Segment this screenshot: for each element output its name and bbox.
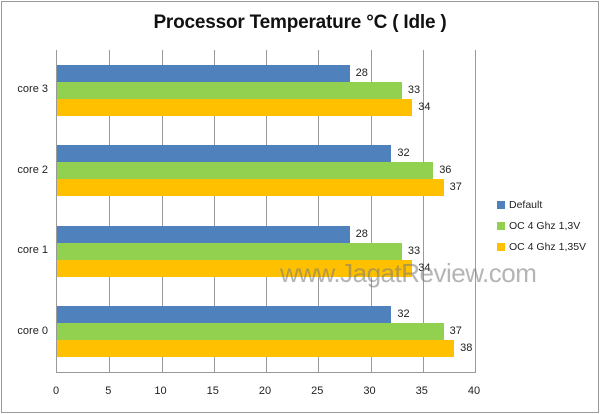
x-tick-label: 30: [363, 385, 376, 397]
bar: [57, 340, 455, 358]
gridline: [161, 50, 163, 372]
gridline: [370, 50, 372, 372]
x-tick-label: 35: [415, 385, 428, 397]
legend-label: Default: [509, 198, 543, 211]
bar: [57, 323, 444, 341]
x-tick-label: 40: [467, 385, 481, 397]
legend-label: OC 4 Ghz 1,35V: [509, 240, 587, 253]
x-tick-label: 10: [154, 385, 167, 397]
bar: [57, 259, 413, 277]
data-label: 37: [449, 325, 462, 338]
legend-swatch-icon: [497, 221, 505, 230]
bar: [57, 64, 350, 82]
data-label: 32: [397, 147, 410, 160]
data-label: 33: [407, 83, 421, 96]
bar: [57, 306, 392, 324]
bar: [57, 98, 413, 116]
chart-title: Processor Temperature °C ( Idle ): [153, 12, 447, 33]
legend-item: Default: [497, 194, 586, 215]
gridline: [422, 50, 424, 372]
x-tick-label: 5: [105, 385, 112, 397]
category-label: core 0: [17, 324, 48, 337]
legend-swatch-icon: [497, 242, 505, 251]
legend-label: OC 4 Ghz 1,3V: [509, 219, 581, 232]
gridline: [266, 50, 267, 372]
data-label: 38: [460, 342, 473, 355]
data-label: 33: [407, 244, 421, 257]
data-label: 32: [397, 308, 410, 321]
legend-swatch-icon: [497, 200, 505, 209]
legend-item: OC 4 Ghz 1,35V: [497, 236, 586, 257]
x-tick-label: 0: [52, 385, 60, 397]
category-label: core 3: [17, 83, 48, 96]
gridline: [213, 50, 215, 372]
x-tick-label: 25: [311, 385, 324, 397]
gridline: [318, 50, 320, 372]
data-label: 34: [418, 100, 431, 113]
bar: [57, 145, 392, 163]
x-tick-label: 20: [258, 385, 272, 397]
data-label: 37: [449, 181, 462, 194]
bar: [57, 162, 434, 180]
watermark: www.JagatReview.com: [280, 258, 537, 288]
legend-item: OC 4 Ghz 1,3V: [497, 215, 586, 236]
legend: Default OC 4 Ghz 1,3V OC 4 Ghz 1,35V: [497, 194, 586, 257]
data-label: 28: [355, 66, 368, 79]
bar: [57, 242, 402, 260]
data-label: 34: [418, 261, 431, 274]
gridline: [109, 50, 111, 372]
plot-area: 28 33 34 32 36 37 28 33 34 32 37 38: [56, 50, 476, 373]
x-tick-label: 15: [206, 385, 219, 397]
bar: [57, 225, 350, 243]
bar: [57, 179, 444, 197]
data-label: 28: [355, 227, 368, 240]
data-label: 36: [439, 164, 452, 177]
category-label: core 2: [17, 163, 48, 176]
bar: [57, 81, 402, 99]
category-label: core 1: [17, 244, 48, 257]
